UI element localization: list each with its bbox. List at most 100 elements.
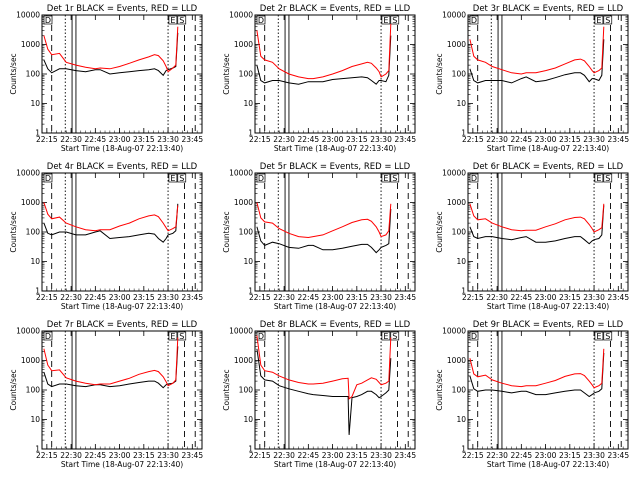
- marker-left-box: [43, 15, 53, 25]
- marker-right2-box: [177, 331, 187, 341]
- x-tick-label: 22:15: [462, 451, 484, 460]
- y-tick-label: 10: [456, 257, 466, 266]
- series-line-lld: [43, 26, 179, 73]
- y-tick-label: 10000: [229, 11, 253, 20]
- y-tick-label: 10: [30, 415, 40, 424]
- series-line-events: [43, 203, 179, 243]
- marker-right-label: E: [170, 16, 175, 25]
- panel-title: Det 2r BLACK = Events, RED = LLD: [260, 4, 411, 14]
- plot-frame: [254, 14, 416, 134]
- marker-right-box: [381, 173, 391, 183]
- marker-left-label: D: [471, 16, 477, 25]
- panel-title: Det 1r BLACK = Events, RED = LLD: [47, 4, 198, 14]
- y-tick-label: 1000: [21, 356, 40, 365]
- series-line-events: [256, 35, 392, 85]
- x-tick-label: 23:00: [109, 451, 131, 460]
- panel-2: Det 2r BLACK = Events, RED = LLD 1 10 100 10…: [222, 4, 416, 153]
- y-tick-label: 10000: [229, 169, 253, 178]
- x-tick-label: 22:15: [462, 135, 484, 144]
- x-axis-label: Start Time (18-Aug-07 22:13:40): [274, 460, 396, 469]
- y-tick-label: 10000: [442, 11, 466, 20]
- panel-title: Det 7r BLACK = Events, RED = LLD: [47, 320, 198, 330]
- y-tick-label: 1: [35, 287, 40, 296]
- x-tick-label: 23:45: [394, 293, 416, 302]
- y-tick-label: 100: [452, 70, 467, 79]
- marker-right2-label: S: [605, 16, 610, 25]
- marker-right-label: E: [170, 174, 175, 183]
- x-tick-label: 23:45: [181, 451, 203, 460]
- y-tick-label: 1000: [21, 198, 40, 207]
- series-line-lld: [469, 26, 605, 75]
- y-tick-label: 1: [248, 129, 253, 138]
- marker-right2-label: S: [179, 16, 184, 25]
- x-tick-label: 22:15: [36, 451, 58, 460]
- y-tick-label: 1: [461, 287, 466, 296]
- marker-right2-label: S: [179, 174, 184, 183]
- marker-right2-label: S: [392, 332, 397, 341]
- x-tick-label: 22:30: [486, 135, 508, 144]
- x-tick-label: 23:30: [157, 135, 179, 144]
- x-tick-label: 22:30: [486, 451, 508, 460]
- marker-left-box: [469, 173, 479, 183]
- marker-right-label: E: [170, 332, 175, 341]
- y-axis-label: Counts/sec: [435, 53, 444, 94]
- marker-right-label: E: [596, 174, 601, 183]
- marker-right-box: [381, 15, 391, 25]
- x-tick-label: 23:15: [133, 293, 155, 302]
- x-tick-label: 22:30: [273, 451, 295, 460]
- panel-4: Det 4r BLACK = Events, RED = LLD 1 10 100 10…: [9, 162, 203, 311]
- marker-right-box: [594, 331, 604, 341]
- panel-1: Det 1r BLACK = Events, RED = LLD 1 10 100 10…: [9, 4, 203, 153]
- x-tick-label: 23:00: [535, 451, 557, 460]
- y-tick-label: 10: [243, 415, 253, 424]
- x-tick-label: 23:45: [607, 451, 629, 460]
- y-tick-label: 1000: [447, 40, 466, 49]
- marker-right-label: E: [383, 332, 388, 341]
- marker-right2-label: S: [605, 174, 610, 183]
- x-tick-label: 23:00: [109, 293, 131, 302]
- y-axis-label: Counts/sec: [222, 211, 231, 252]
- y-tick-label: 1: [248, 445, 253, 454]
- series-line-events: [469, 39, 605, 84]
- x-tick-label: 22:15: [249, 135, 271, 144]
- x-tick-label: 23:00: [535, 135, 557, 144]
- x-axis-label: Start Time (18-Aug-07 22:13:40): [274, 144, 396, 153]
- series-line-lld: [43, 337, 179, 387]
- x-tick-label: 23:00: [322, 135, 344, 144]
- marker-left-box: [256, 15, 266, 25]
- series-line-events: [256, 348, 392, 435]
- y-tick-label: 1: [461, 445, 466, 454]
- x-axis-label: Start Time (18-Aug-07 22:13:40): [487, 460, 609, 469]
- panel-8: Det 8r BLACK = Events, RED = LLD 1 10 100 10…: [222, 320, 416, 469]
- marker-right-label: E: [596, 16, 601, 25]
- x-tick-label: 23:30: [370, 293, 392, 302]
- panel-title: Det 5r BLACK = Events, RED = LLD: [260, 162, 411, 172]
- x-tick-label: 23:15: [346, 451, 368, 460]
- y-tick-label: 1: [248, 287, 253, 296]
- y-tick-label: 100: [239, 386, 254, 395]
- x-tick-label: 23:45: [607, 135, 629, 144]
- panel-title: Det 3r BLACK = Events, RED = LLD: [473, 4, 624, 14]
- marker-right2-box: [603, 331, 613, 341]
- marker-right-label: E: [596, 332, 601, 341]
- series-line-lld: [469, 348, 605, 389]
- marker-left-box: [256, 173, 266, 183]
- x-tick-label: 22:45: [85, 293, 107, 302]
- y-tick-label: 1000: [447, 198, 466, 207]
- plot-frame: [254, 330, 416, 450]
- x-tick-label: 23:15: [559, 293, 581, 302]
- series-line-lld: [256, 335, 392, 400]
- x-tick-label: 23:15: [133, 135, 155, 144]
- panel-3: Det 3r BLACK = Events, RED = LLD 1 10 100 10…: [435, 4, 629, 153]
- panel-title: Det 9r BLACK = Events, RED = LLD: [473, 320, 624, 330]
- marker-left-label: D: [471, 332, 477, 341]
- y-axis-label: Counts/sec: [435, 211, 444, 252]
- y-tick-label: 1000: [21, 40, 40, 49]
- x-tick-label: 23:15: [559, 135, 581, 144]
- x-tick-label: 22:30: [486, 293, 508, 302]
- marker-right-box: [381, 331, 391, 341]
- series-line-lld: [469, 203, 605, 233]
- y-tick-label: 10000: [16, 327, 40, 336]
- x-axis-label: Start Time (18-Aug-07 22:13:40): [61, 460, 183, 469]
